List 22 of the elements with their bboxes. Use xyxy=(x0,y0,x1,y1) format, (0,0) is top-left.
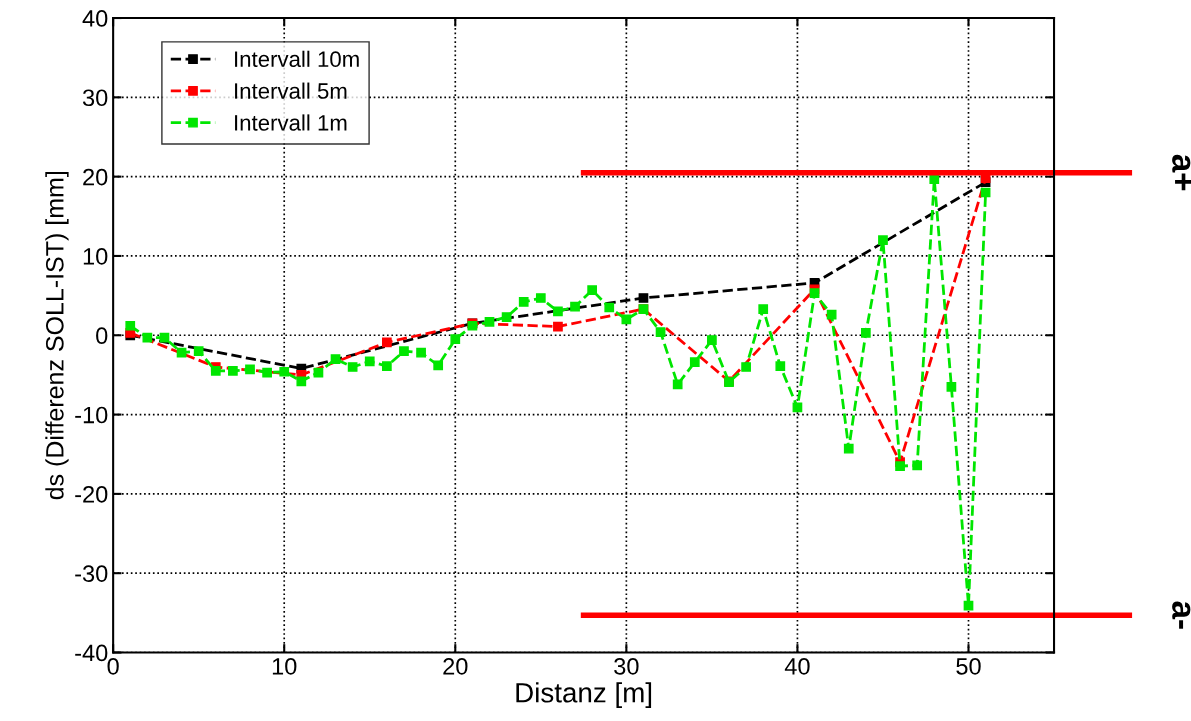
y-tick-label: 30 xyxy=(82,89,108,107)
x-tick-label: 20 xyxy=(443,657,468,675)
y-tick-label: 20 xyxy=(83,168,108,186)
y-axis-title: ds (Differenz SOLL-IST) [mm] xyxy=(45,171,69,500)
y-tick-label: -10 xyxy=(75,406,108,424)
y-tick-label: 10 xyxy=(83,248,108,265)
x-tick-label: 50 xyxy=(956,657,981,675)
x-tick-label: 10 xyxy=(272,657,297,675)
y-tick-label: 0 xyxy=(96,327,108,345)
x-tick-label: 40 xyxy=(784,657,810,675)
x-tick-label: 30 xyxy=(614,657,639,675)
ref-line-label: a- xyxy=(1172,601,1191,629)
y-tick-label: -20 xyxy=(75,485,108,503)
y-tick-label: 40 xyxy=(82,10,108,27)
legend-label: Intervall 1m xyxy=(235,114,347,131)
x-tick-label: 0 xyxy=(107,657,119,675)
y-tick-label: -30 xyxy=(75,565,108,582)
ref-line-label: a+ xyxy=(1172,154,1191,191)
legend-label: Intervall 10m xyxy=(235,50,359,68)
x-axis-title: Distanz [m] xyxy=(516,682,652,709)
legend-label: Intervall 5m xyxy=(235,82,347,99)
y-tick-label: -40 xyxy=(75,644,108,662)
